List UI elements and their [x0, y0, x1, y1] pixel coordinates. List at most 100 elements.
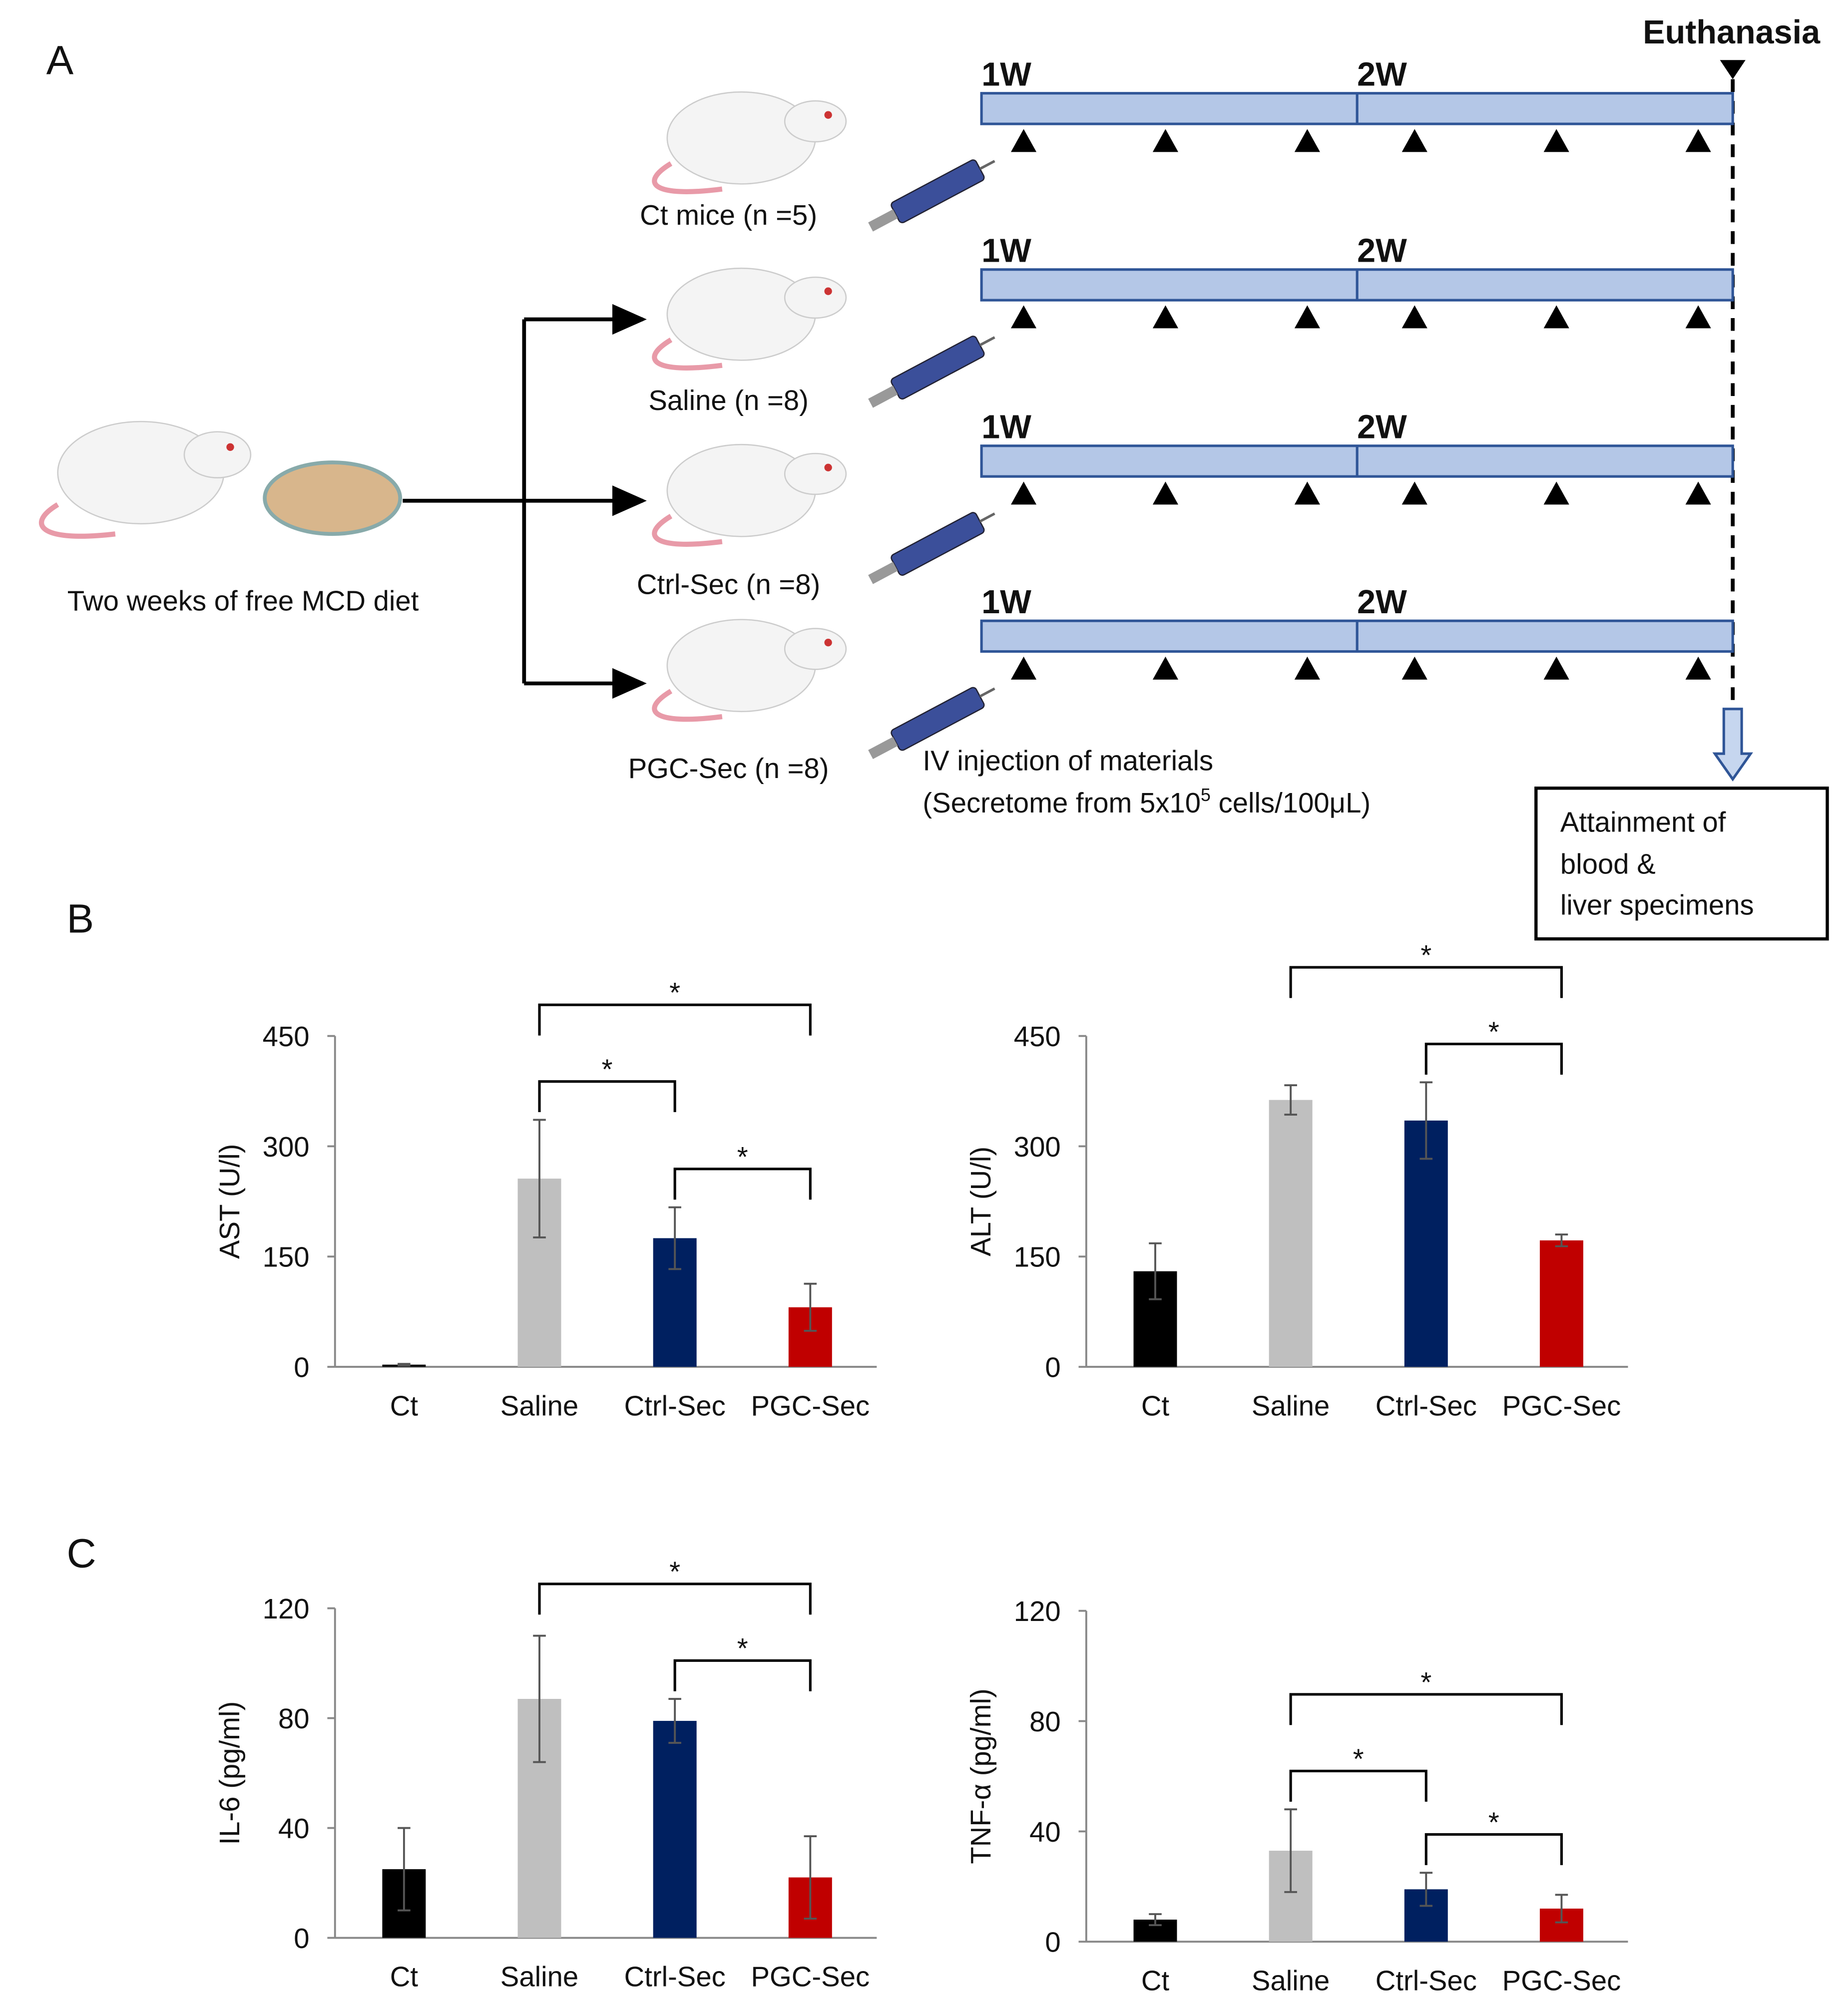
y-tick-label: 0	[294, 1352, 309, 1383]
group-label: PGC-Sec (n =8)	[628, 753, 829, 784]
x-tick-label: Ct	[390, 1390, 419, 1421]
x-tick-label: Saline	[1252, 1965, 1330, 1996]
injection-text: cells/100μL)	[1211, 787, 1371, 818]
bar	[1404, 1120, 1448, 1367]
rat-head	[784, 276, 847, 319]
event-marker	[1720, 60, 1746, 79]
error-bar	[1149, 1242, 1162, 1300]
rat-eye	[824, 287, 832, 295]
outcome-text: liver specimens	[1560, 889, 1754, 921]
error-bar	[533, 1119, 546, 1238]
significance-bracket	[673, 1659, 812, 1691]
significance-label: *	[1353, 1743, 1364, 1774]
y-axis-label: IL-6 (pg/ml)	[214, 1701, 245, 1845]
y-tick-label: 120	[263, 1593, 310, 1624]
syringe-plunger	[868, 562, 898, 584]
injection-marker	[1401, 656, 1427, 680]
injection-marker	[1543, 481, 1569, 505]
bar	[653, 1721, 697, 1938]
injection-marker	[1010, 305, 1037, 329]
rat-eye	[824, 463, 832, 471]
x-tick-label: PGC-Sec	[751, 1390, 870, 1421]
y-axis-label: ALT (U/l)	[965, 1147, 996, 1256]
panel-label: A	[46, 37, 74, 83]
syringe-barrel	[891, 336, 985, 400]
significance-label: *	[737, 1632, 748, 1664]
week-label: 2W	[1357, 408, 1407, 445]
error-bar	[804, 1835, 817, 1920]
week-label: 2W	[1357, 232, 1407, 269]
syringe	[868, 687, 995, 760]
y-tick-label: 0	[294, 1923, 309, 1954]
syringe	[868, 159, 995, 232]
outcome-text: blood &	[1560, 848, 1656, 880]
significance-bracket	[1289, 966, 1563, 998]
injection-marker	[1543, 305, 1569, 329]
x-tick-label: Saline	[1252, 1390, 1330, 1421]
significance-bracket	[538, 1003, 812, 1036]
week-label: 1W	[981, 408, 1031, 445]
rat-head	[784, 628, 847, 670]
down-arrow	[1712, 708, 1753, 782]
y-tick-label: 40	[278, 1813, 310, 1844]
tail	[38, 502, 116, 539]
outcome-text: Attainment of	[1560, 806, 1726, 837]
significance-label: *	[669, 1556, 680, 1588]
error-bar	[668, 1698, 681, 1744]
rat-head	[784, 100, 847, 143]
y-tick-label: 300	[1014, 1131, 1061, 1163]
rat	[666, 443, 816, 537]
error-bar	[1555, 1894, 1568, 1924]
x-tick-label: Ct	[390, 1961, 419, 1993]
rat-eye	[226, 443, 234, 451]
injection-marker	[1152, 656, 1179, 680]
y-tick-label: 80	[1029, 1706, 1061, 1737]
x-tick-label: PGC-Sec	[751, 1961, 870, 1993]
injection-marker	[1152, 129, 1179, 152]
needle	[979, 160, 995, 170]
significance-label: *	[1488, 1806, 1499, 1838]
syringe-plunger	[868, 386, 898, 408]
significance-bracket	[1424, 1043, 1563, 1075]
error-bar	[1555, 1233, 1568, 1247]
injection-marker	[1294, 129, 1320, 152]
significance-label: *	[602, 1054, 613, 1085]
bar	[1269, 1100, 1313, 1367]
week-label: 1W	[981, 584, 1031, 621]
syringe-barrel	[891, 159, 985, 224]
week-label: 1W	[981, 56, 1031, 93]
injection-marker	[1010, 656, 1037, 680]
y-axis-label: AST (U/l)	[214, 1144, 245, 1259]
injection-marker	[1685, 656, 1711, 680]
event-label: Euthanasia	[1643, 14, 1821, 51]
rat	[666, 91, 816, 185]
x-tick-label: Ct	[1141, 1965, 1170, 1996]
superscript: 5	[1201, 785, 1211, 805]
x-tick-label: Ctrl-Sec	[624, 1390, 726, 1421]
injection-marker	[1685, 481, 1711, 505]
dish	[263, 460, 403, 536]
x-tick-label: PGC-Sec	[1502, 1390, 1621, 1421]
y-tick-label: 150	[1014, 1241, 1061, 1273]
rat-eye	[824, 111, 832, 119]
injection-text: IV injection of materials	[923, 745, 1213, 776]
error-bar	[804, 1282, 817, 1332]
diet-label: Two weeks of free MCD diet	[67, 585, 419, 617]
injection-marker	[1401, 481, 1427, 505]
syringe	[868, 512, 995, 584]
x-tick-label: Ctrl-Sec	[1376, 1965, 1477, 1996]
injection-marker	[1152, 481, 1179, 505]
injection-marker	[1152, 305, 1179, 329]
group-label: Ctrl-Sec (n =8)	[637, 568, 820, 600]
injection-marker	[1543, 656, 1569, 680]
significance-label: *	[1420, 1666, 1431, 1698]
y-tick-label: 0	[1045, 1352, 1060, 1383]
needle	[979, 336, 995, 347]
y-tick-label: 80	[278, 1703, 310, 1734]
syringe-plunger	[868, 209, 898, 232]
significance-label: *	[669, 977, 680, 1008]
significance-label: *	[1488, 1016, 1499, 1047]
significance-label: *	[737, 1141, 748, 1173]
x-tick-label: Saline	[500, 1390, 578, 1421]
